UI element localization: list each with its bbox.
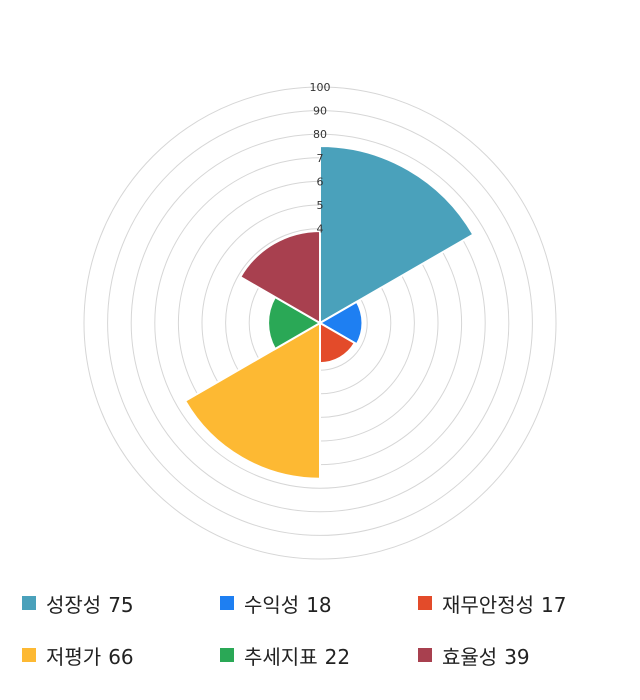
legend-item[interactable]: 저평가 66 bbox=[22, 640, 134, 670]
legend-swatch bbox=[22, 596, 36, 610]
legend-swatch bbox=[418, 648, 432, 662]
legend-series-name: 재무안정성 bbox=[442, 592, 534, 617]
legend-series-value: 39 bbox=[504, 644, 530, 669]
grid-ring-80 bbox=[130, 133, 510, 513]
legend-item[interactable]: 성장성 75 bbox=[22, 588, 134, 618]
tick-label: 100 bbox=[310, 81, 331, 94]
tick-label: 90 bbox=[313, 105, 327, 118]
chart-legend: 성장성 75 수익성 18 재무안정성 17 저평가 66 추세지표 22 효율성 39 bbox=[0, 580, 640, 700]
legend-series-name: 추세지표 bbox=[244, 644, 318, 669]
legend-label: 효율성 39 bbox=[442, 641, 530, 670]
legend-swatch bbox=[220, 596, 234, 610]
tick-label: 4 bbox=[317, 223, 324, 236]
legend-label: 성장성 75 bbox=[46, 589, 134, 618]
sector-5[interactable] bbox=[238, 229, 321, 325]
radial-tick-labels: 100 90 80 7 6 5 4 bbox=[310, 81, 331, 236]
sector-1[interactable] bbox=[317, 300, 364, 346]
legend-item[interactable]: 재무안정성 17 bbox=[418, 588, 566, 618]
legend-swatch bbox=[22, 648, 36, 662]
chart-sectors bbox=[183, 144, 475, 480]
legend-series-value: 17 bbox=[541, 592, 567, 617]
tick-label: 80 bbox=[313, 128, 327, 141]
legend-series-name: 저평가 bbox=[46, 644, 102, 669]
legend-item[interactable]: 효율성 39 bbox=[418, 640, 530, 670]
legend-series-value: 18 bbox=[306, 592, 332, 617]
tick-label: 6 bbox=[317, 175, 324, 188]
legend-item[interactable]: 추세지표 22 bbox=[220, 640, 350, 670]
legend-label: 추세지표 22 bbox=[244, 641, 350, 670]
legend-label: 재무안정성 17 bbox=[442, 589, 566, 618]
legend-label: 저평가 66 bbox=[46, 641, 134, 670]
legend-series-value: 75 bbox=[108, 592, 134, 617]
legend-series-value: 66 bbox=[108, 644, 134, 669]
sector-0[interactable] bbox=[319, 144, 475, 325]
grid-ring-100 bbox=[83, 86, 557, 560]
tick-label: 5 bbox=[317, 199, 324, 212]
legend-label: 수익성 18 bbox=[244, 589, 332, 618]
legend-swatch bbox=[418, 596, 432, 610]
legend-series-name: 성장성 bbox=[46, 592, 102, 617]
legend-series-name: 수익성 bbox=[244, 592, 300, 617]
polar-area-chart: 100 90 80 7 6 5 4 bbox=[83, 81, 557, 560]
grid-ring-90 bbox=[107, 110, 533, 536]
sector-3[interactable] bbox=[183, 321, 321, 480]
legend-item[interactable]: 수익성 18 bbox=[220, 588, 332, 618]
sector-4[interactable] bbox=[267, 295, 322, 351]
legend-series-value: 22 bbox=[324, 644, 351, 669]
legend-series-name: 효율성 bbox=[442, 644, 498, 669]
tick-label: 7 bbox=[317, 152, 324, 165]
legend-swatch bbox=[220, 648, 234, 662]
